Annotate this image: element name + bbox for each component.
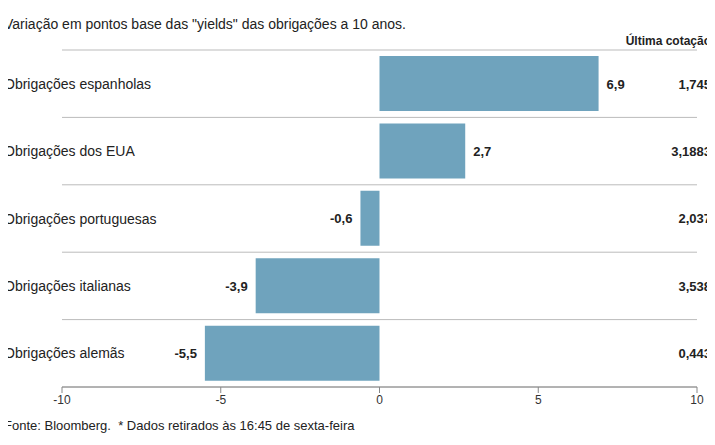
svg-text:2,7: 2,7 <box>473 144 491 159</box>
svg-text:0: 0 <box>376 393 383 407</box>
html-text:Última cotação: Última cotação <box>625 34 711 48</box>
svg-text:1,745: 1,745 <box>678 77 707 92</box>
svg-text:3,538: 3,538 <box>678 279 707 294</box>
svg-text:2,037: 2,037 <box>678 211 707 226</box>
svg-text:-3,9: -3,9 <box>225 279 247 294</box>
svg-text:-5,5: -5,5 <box>174 346 196 361</box>
svg-text:10: 10 <box>690 393 704 407</box>
svg-text:3,1883: 3,1883 <box>671 144 707 159</box>
svg-text:6,9: 6,9 <box>607 77 625 92</box>
svg-text:5: 5 <box>535 393 542 407</box>
svg-text:-10: -10 <box>53 393 71 407</box>
svg-text:-5: -5 <box>215 393 226 407</box>
svg-text:Obrigações italianas: Obrigações italianas <box>8 278 131 294</box>
svg-text:Obrigações portuguesas: Obrigações portuguesas <box>8 211 157 227</box>
html-text:Variação em pontos base das "y: Variação em pontos base das "yields" das… <box>4 16 406 32</box>
svg-text:Obrigações dos EUA: Obrigações dos EUA <box>8 143 135 159</box>
svg-text:Obrigações alemãs: Obrigações alemãs <box>8 345 125 361</box>
html-text:Fonte: Bloomberg. * Dados reti: Fonte: Bloomberg. * Dados retirados às 1… <box>4 418 355 433</box>
svg-text:0,443: 0,443 <box>678 346 707 361</box>
svg-text:-0,6: -0,6 <box>330 211 352 226</box>
svg-text:Obrigações espanholas: Obrigações espanholas <box>8 76 151 92</box>
